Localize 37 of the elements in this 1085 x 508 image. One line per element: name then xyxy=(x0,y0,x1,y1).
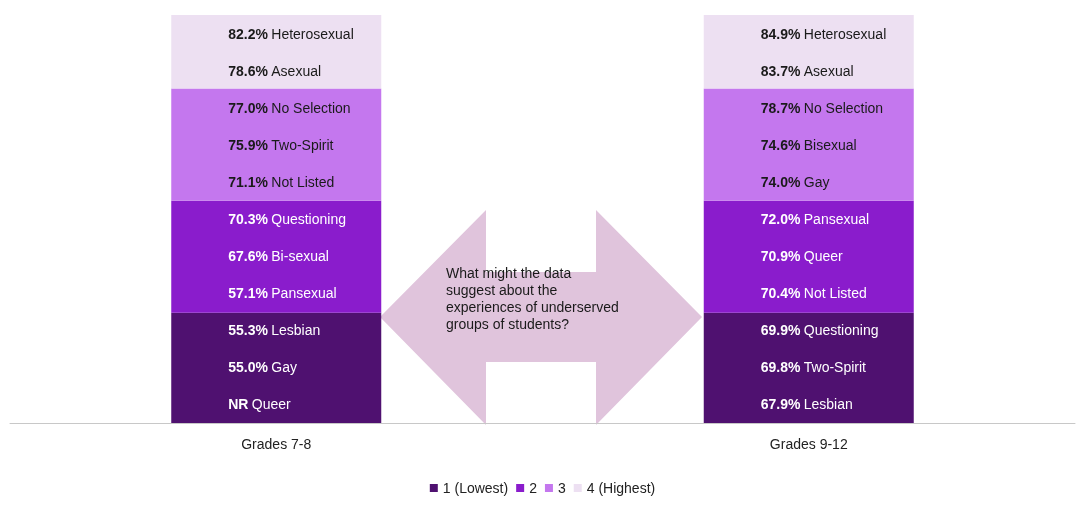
bar xyxy=(171,88,382,201)
annotation: 57.1% Pansexual xyxy=(228,285,337,302)
annotation: What might the data suggest about the experiences of underserved groups of students? xyxy=(446,264,623,332)
x-tick-label: Grades 9-12 xyxy=(769,436,848,452)
bar xyxy=(171,15,382,89)
annotation: 82.2% Heterosexual xyxy=(228,25,354,42)
legend-label: 2 xyxy=(529,480,538,496)
x-tick-label: Grades 7-8 xyxy=(241,436,312,452)
bar xyxy=(703,15,914,89)
annotation: 67.9% Lesbian xyxy=(760,396,853,413)
annotation: 74.0% Gay xyxy=(760,173,830,190)
annotation: 78.6% Asexual xyxy=(228,62,322,79)
bar xyxy=(703,200,914,313)
bar xyxy=(171,200,382,313)
annotation: 70.4% Not Listed xyxy=(760,285,867,302)
annotation: 70.3% Questioning xyxy=(228,211,346,227)
annotation: 55.0% Gay xyxy=(228,359,297,376)
annotation: 55.3% Lesbian xyxy=(228,322,321,339)
annotation: 69.8% Two-Spirit xyxy=(760,359,867,376)
bar xyxy=(703,312,914,423)
annotation: NR Queer xyxy=(228,396,292,413)
bar xyxy=(171,312,382,423)
legend-label: 1 (Lowest) xyxy=(442,480,509,496)
bar xyxy=(703,88,914,201)
annotation: 78.7% No Selection xyxy=(760,99,884,116)
annotation: 77.0% No Selection xyxy=(228,99,351,116)
legend-label: 3 xyxy=(557,480,566,496)
annotation: 74.6% Bisexual xyxy=(760,136,857,153)
annotation: 75.9% Two-Spirit xyxy=(228,136,334,153)
annotation: 67.6% Bi-sexual xyxy=(228,248,329,265)
annotation: 84.9% Heterosexual xyxy=(760,25,887,42)
annotation: 71.1% Not Listed xyxy=(228,173,335,190)
annotation: 69.9% Questioning xyxy=(760,322,879,339)
legend-label: 4 (Highest) xyxy=(586,480,656,496)
annotation: 72.0% Pansexual xyxy=(760,211,870,227)
annotation: 83.7% Asexual xyxy=(760,62,854,79)
annotation: 70.9% Queer xyxy=(760,248,844,265)
